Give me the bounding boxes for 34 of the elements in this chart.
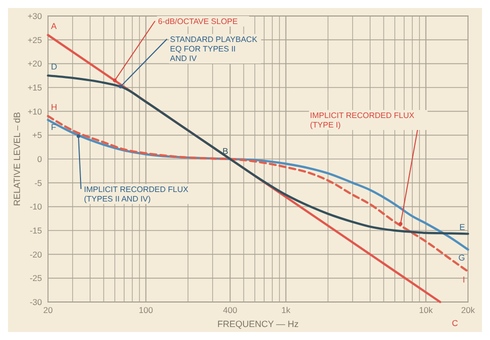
x-tick-label: 20k [461,305,476,315]
y-tick-label: +20 [28,58,42,69]
y-tick-label: -20 [30,249,42,260]
y-tick-label: -10 [30,202,42,212]
y-tick-label: +5 [32,130,42,140]
y-tick-label: -30 [30,297,42,307]
annotation: 6-dB/OCTAVE SLOPE [158,17,238,26]
y-tick-label: +15 [28,82,42,92]
annotation: IMPLICIT RECORDED FLUX (TYPES II AND IV) [84,185,189,204]
y-tick-label: -15 [30,226,42,236]
y-tick-label: -25 [30,273,42,284]
x-tick-label: 1k [281,305,292,315]
x-tick-label: 20 [43,305,53,315]
annotation: A [51,21,57,32]
annotation: G [458,252,465,263]
annotation: F [51,122,56,132]
annotation: D [51,62,58,72]
x-axis-title: FREQUENCY — Hz [217,319,300,329]
text: C [452,318,458,328]
annotation: E [459,222,466,232]
y-tick-label: +10 [28,106,42,116]
x-tick-label: 10k [418,305,434,315]
y-tick-label: +25 [28,34,42,45]
annotation: STANDARD PLAYBACK EQ FOR TYPES II AND IV [170,35,258,63]
annotation: H [51,102,58,112]
x-tick-label: 400 [223,305,238,315]
x-tick-label: 100 [138,305,154,315]
y-tick-label: -5 [34,178,42,188]
annotation: B [222,146,228,156]
annotation: I [462,274,465,284]
y-axis-title: RELATIVE LEVEL – dB [12,112,22,206]
y-tick-label: +30 [28,11,42,21]
annotation: IMPLICIT RECORDED FLUX (TYPE I) [310,111,415,130]
y-tick-label: 0 [37,154,42,164]
